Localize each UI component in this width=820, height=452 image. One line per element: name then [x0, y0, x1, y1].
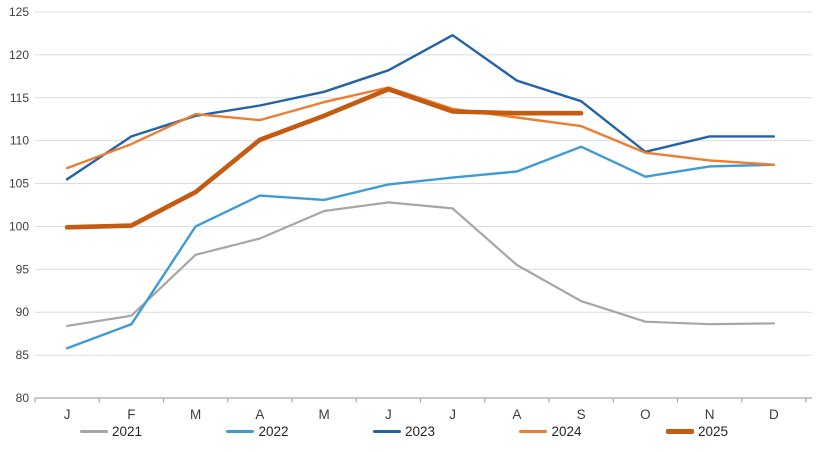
y-axis-tick-label: 100: [9, 219, 29, 233]
legend-swatch-2025: [665, 429, 694, 435]
y-axis-tick-label: 115: [10, 91, 29, 105]
x-axis-month-label: M: [319, 407, 330, 422]
x-axis-month-label: N: [705, 407, 715, 422]
legend-label-2023: 2023: [404, 424, 436, 439]
y-axis-tick-label: 90: [16, 305, 30, 319]
legend-item-2021: 2021: [80, 425, 142, 439]
legend-item-2025: 2025: [665, 424, 728, 439]
legend-label-2024: 2024: [551, 424, 582, 439]
y-axis-tick-label: 80: [16, 391, 30, 405]
y-axis-tick-label: 95: [16, 262, 30, 276]
legend-swatch-2023: [372, 430, 401, 434]
legend-swatch-2021: [80, 430, 108, 434]
x-axis-month-label: A: [255, 407, 264, 422]
series-line-2025: [64, 86, 584, 230]
x-axis-month-label: F: [127, 407, 135, 422]
x-axis-month-label: J: [449, 407, 456, 422]
series-line-2023: [65, 34, 776, 181]
series-line-2022: [65, 145, 776, 350]
legend-label-2021: 2021: [112, 424, 143, 439]
legend: 2021 2022 2023 2024 2025: [80, 425, 728, 439]
y-axis-tick-label: 125: [9, 5, 29, 19]
y-axis-tick-label: 105: [9, 177, 29, 191]
y-axis-tick-label: 85: [16, 348, 30, 362]
legend-item-2023: 2023: [372, 424, 436, 439]
legend-item-2024: 2024: [519, 424, 582, 439]
x-axis-month-label: D: [769, 407, 779, 422]
x-axis-month-label: J: [385, 407, 392, 422]
y-axis-tick-label: 110: [10, 134, 29, 148]
series-line-2021: [65, 201, 776, 327]
x-axis-month-label: J: [64, 407, 71, 422]
x-axis-month-label: A: [512, 407, 521, 422]
legend-item-2022: 2022: [226, 424, 289, 439]
x-axis-month-label: S: [577, 407, 586, 422]
y-axis-tick-label: 120: [9, 48, 29, 62]
legend-swatch-2022: [226, 430, 255, 434]
legend-swatch-2024: [519, 430, 548, 434]
legend-label-2025: 2025: [697, 424, 728, 439]
x-axis-month-label: O: [640, 407, 651, 422]
x-axis-month-label: M: [190, 407, 201, 422]
legend-label-2022: 2022: [258, 424, 289, 439]
